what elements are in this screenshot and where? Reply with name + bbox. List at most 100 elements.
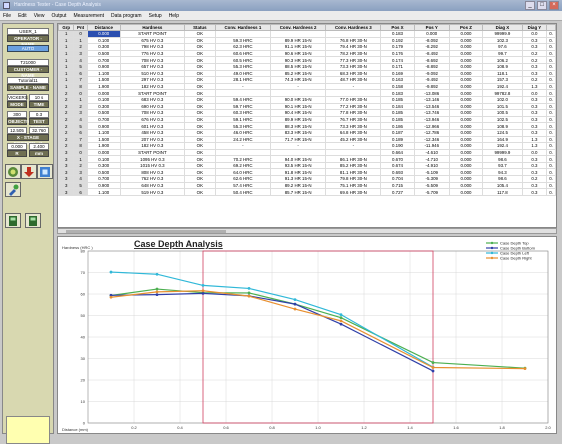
table-cell: 0.2 <box>521 76 548 84</box>
table-row[interactable]: 3 2 0.300 1015 HV 0.3 OK 69.2 HRC 93.5 HR 15-N… <box>58 161 556 170</box>
zero-field[interactable]: 0.000 <box>7 143 27 150</box>
table-cell: 90.4 HR 15-N <box>270 109 327 117</box>
table-row[interactable]: 3 6 1.100 519 HV 0.3 OK 50.4 HRC 85.7 HR 15-N 6… <box>58 188 556 196</box>
close-button[interactable]: × <box>549 1 559 10</box>
scale-field[interactable]: VICKERS <box>7 94 28 101</box>
z-label: R <box>7 150 27 157</box>
table-cell: 77.2 HR 30-N <box>325 102 382 111</box>
table-cell: 0.727 <box>380 188 415 196</box>
device-icon <box>9 215 17 226</box>
table-cell: 1 <box>73 95 88 104</box>
operator-label: OPERATOR - NAME <box>7 35 49 47</box>
load-field[interactable]: 300 <box>7 111 27 118</box>
table-cell: 2 <box>58 135 75 144</box>
y-tick-label: 10 <box>81 399 86 404</box>
table-cell: -12.786 <box>413 128 450 137</box>
table-row[interactable]: 3 4 0.700 762 HV 0.3 OK 62.6 HRC 91.3 HR 15-N 7… <box>58 175 556 183</box>
target-button[interactable] <box>5 164 21 179</box>
menu-setup[interactable]: Setup <box>148 12 162 19</box>
table-cell: 88.5 HR 15-N <box>270 62 327 71</box>
z-position-field[interactable]: 2.400 <box>29 143 49 150</box>
table-row[interactable]: 2 2 0.300 690 HV 0.3 OK 59.7 HRC 90.1 HR 15-N 7… <box>58 102 556 111</box>
menu-file[interactable]: File <box>3 12 12 19</box>
data-point <box>339 313 343 317</box>
menu-output[interactable]: Output <box>51 12 67 19</box>
table-row[interactable]: 1 0 0.000 START POINT OK 0.183 0.000 0.000 99999… <box>58 30 556 38</box>
table-row[interactable]: 1 6 1.100 510 HV 0.3 OK 49.0 HRC 85.2 HR 15-N 6… <box>58 69 556 78</box>
table-row[interactable]: 1 1 0.100 675 HV 0.3 OK 59.3 HRC 89.9 HR 15-N 7… <box>58 36 556 45</box>
auto-mode-button[interactable]: AUTO <box>7 45 49 52</box>
device-button-2[interactable] <box>25 213 41 228</box>
load2-field[interactable]: 0.3 <box>29 111 49 118</box>
table-row[interactable]: 1 4 0.700 708 HV 0.3 OK 60.5 HRC 90.3 HR 15-N 7… <box>58 56 556 64</box>
tools-button[interactable] <box>5 182 21 197</box>
table-cell: -5.309 <box>413 175 450 183</box>
menu-data-program[interactable]: Data program <box>111 12 142 19</box>
table-row[interactable]: 2 1 0.100 683 HV 0.3 OK 59.4 HRC 90.0 HR 15-N 7… <box>58 95 556 104</box>
table-row[interactable]: 2 8 1.900 182 HV 0.3 OK - - -0.190 -11.946 0.000 1… <box>58 142 556 150</box>
operator-field[interactable]: USER_1 <box>7 28 49 35</box>
column-header[interactable]: Hardness <box>119 24 185 31</box>
table-row[interactable]: 1 2 0.300 798 HV 0.3 OK 62.3 HRC 91.1 HR 15-N 7… <box>58 43 556 51</box>
menu-edit[interactable]: Edit <box>18 12 27 19</box>
maximize-button[interactable]: □ <box>537 1 547 10</box>
x-tick-label: 1.4 <box>407 425 413 430</box>
table-cell: 3 <box>58 181 75 190</box>
expand-button[interactable] <box>37 164 53 179</box>
table-row[interactable]: 3 0 0.000 START POINT OK 0.664 -4.610 0.000 9999… <box>58 148 556 157</box>
table-cell: 0.3 <box>521 168 548 177</box>
table-cell: - <box>270 142 327 150</box>
dwell-field[interactable]: 10 s <box>29 94 49 101</box>
device-button-1[interactable] <box>5 213 21 228</box>
table-cell: 102.3 <box>482 36 523 45</box>
table-cell: 0.000 <box>448 36 484 45</box>
column-header[interactable]: Pos Y <box>413 24 450 31</box>
menu-view[interactable]: View <box>33 12 45 19</box>
table-cell: 0.715 <box>380 181 415 190</box>
x-position-field[interactable]: 12.505 <box>7 127 27 134</box>
scrollbar-thumb[interactable] <box>66 230 226 233</box>
menu-measurement[interactable]: Measurement <box>73 12 105 19</box>
table-cell: 102.5 <box>482 115 523 124</box>
table-row[interactable]: 2 4 0.700 676 HV 0.3 OK 59.1 HRC 89.9 HR 15-N 7… <box>58 115 556 124</box>
table-cell: 0.000 <box>448 161 484 170</box>
table-row[interactable]: 1 5 0.900 657 HV 0.3 OK 55.3 HRC 88.5 HR 15-N 7… <box>58 62 556 71</box>
table-cell: OK <box>183 30 216 38</box>
table-row[interactable]: 2 5 0.900 601 HV 0.3 OK 55.3 HRC 88.3 HR 15-N 7… <box>58 122 556 130</box>
column-header[interactable]: Pos Z <box>448 24 484 31</box>
sample-field[interactable]: Tutorial11 <box>7 77 49 84</box>
table-row[interactable]: 3 5 0.900 648 HV 0.3 OK 57.4 HRC 89.2 HR 15-N 7… <box>58 181 556 190</box>
results-table[interactable]: Grp Pnt Distance Hardness Status Conv. Hardne… <box>57 23 557 228</box>
table-cell: 0.000 <box>448 122 484 130</box>
horizontal-scrollbar[interactable] <box>57 228 557 234</box>
column-header[interactable]: Grp <box>58 24 75 31</box>
part-field[interactable]: T21000 <box>7 59 49 66</box>
table-row[interactable]: 3 3 0.500 808 HV 0.3 OK 64.0 HRC 91.8 HR 15-N 8… <box>58 168 556 177</box>
column-header[interactable]: Pnt <box>73 24 88 31</box>
table-cell: 519 HV 0.3 <box>119 188 185 196</box>
column-header[interactable]: Conv. Hardness 3 <box>325 24 382 31</box>
menu-help[interactable]: Help <box>168 12 179 19</box>
y-position-field[interactable]: 32.760 <box>29 127 49 134</box>
table-cell: 0.184 <box>380 102 415 111</box>
table-row[interactable]: 1 7 1.500 297 HV 0.3 OK 28.1 HRC 74.3 HR 15-N 4… <box>58 76 556 84</box>
app-icon <box>3 2 10 9</box>
column-header[interactable]: Diag Y <box>521 24 548 31</box>
table-cell: 88.3 HR 15-N <box>270 122 327 130</box>
table-row[interactable]: 2 0 0.000 START POINT OK 0.183 -13.086 0.000 997… <box>58 89 556 97</box>
table-row[interactable]: 2 7 1.500 207 HV 0.3 OK 24.2 HRC 71.7 HR 15-N 4… <box>58 135 556 144</box>
column-header[interactable] <box>546 24 556 31</box>
table-cell: OK <box>183 56 216 64</box>
table-row[interactable]: 1 8 1.900 182 HV 0.3 OK - - -0.158 -9.892 0.000 19… <box>58 82 556 91</box>
column-header[interactable]: Distance <box>86 24 121 31</box>
left-panel: USER_1 OPERATOR - NAME AUTO T21000 CUSTO… <box>2 23 54 444</box>
table-row[interactable]: 1 3 0.500 776 HV 0.3 OK 60.6 HRC 90.6 HR 15-N 7… <box>58 49 556 58</box>
table-cell: 60.6 HRC <box>214 49 272 58</box>
table-row[interactable]: 3 1 0.100 1095 HV 0.3 OK 70.2 HRC 94.0 HR 15-N… <box>58 155 556 163</box>
table-row[interactable]: 2 3 0.500 708 HV 0.3 OK 60.3 HRC 90.4 HR 15-N 7… <box>58 109 556 117</box>
red-arrow-down-icon <box>24 166 34 177</box>
table-row[interactable]: 2 6 1.100 458 HV 0.3 OK 46.0 HRC 83.3 HR 15-N 6… <box>58 128 556 137</box>
table-cell: 90.3 HR 15-N <box>270 56 327 64</box>
minimize-button[interactable]: _ <box>525 1 535 10</box>
download-button[interactable] <box>21 164 37 179</box>
